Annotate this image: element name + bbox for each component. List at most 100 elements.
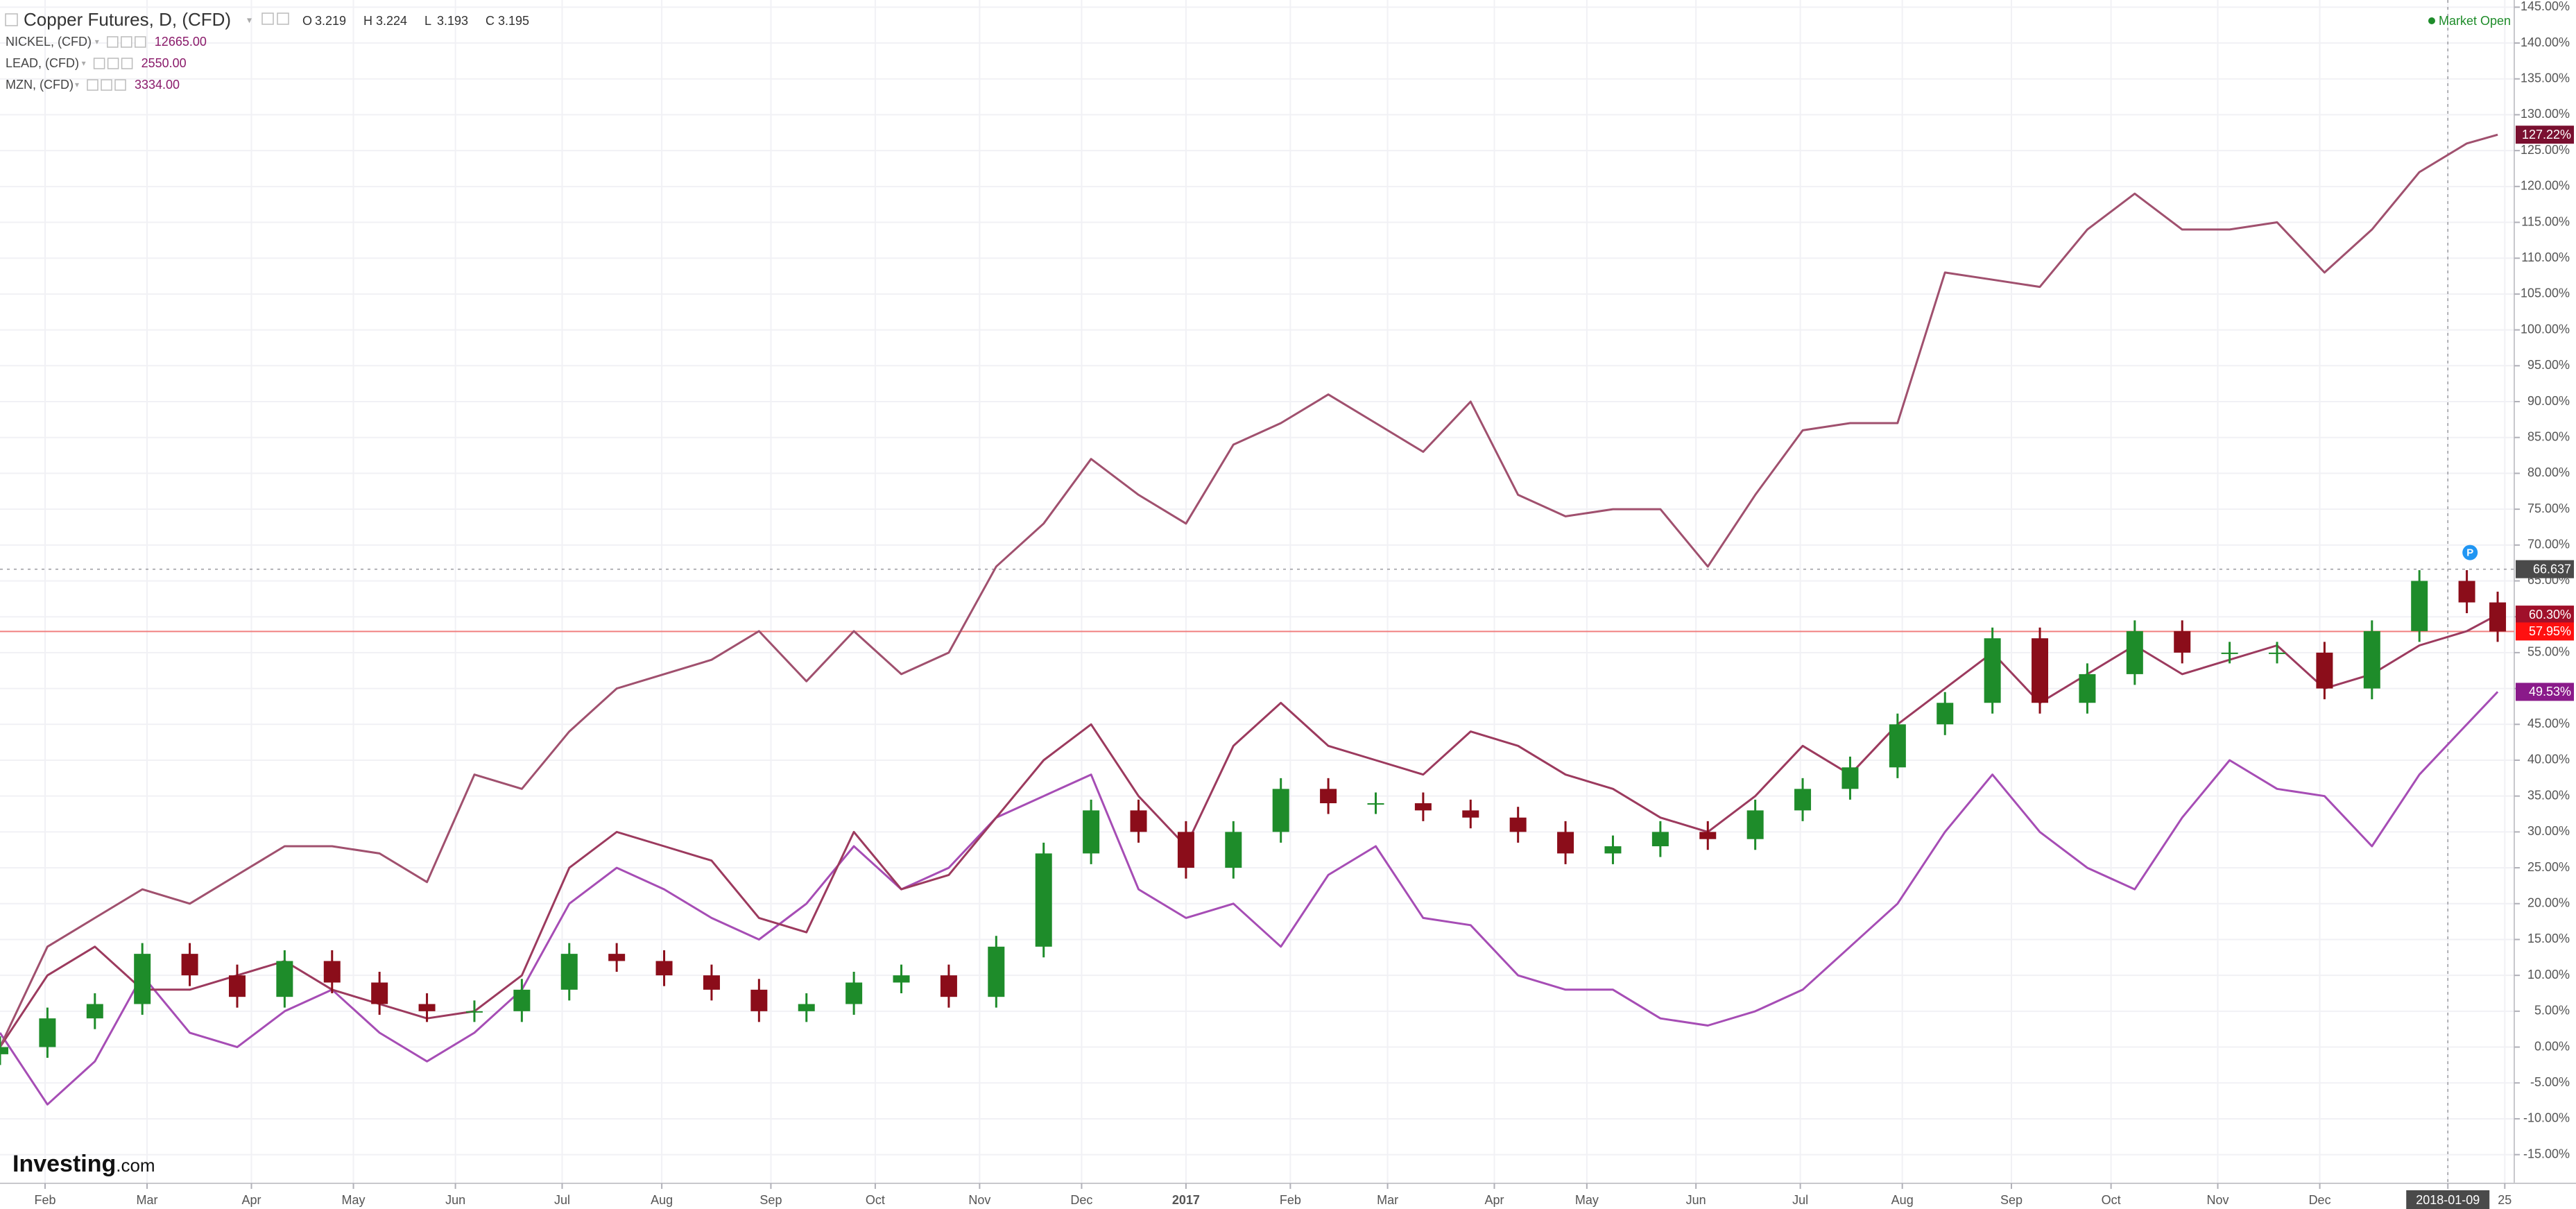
y-tick-label: 15.00% <box>2527 932 2570 945</box>
candle-body <box>1889 724 1906 768</box>
last-value-label: 127.22% <box>2522 128 2571 142</box>
legend-name: NICKEL, (CFD) <box>6 35 92 49</box>
candle-body <box>1367 803 1384 805</box>
y-tick-label: -5.00% <box>2530 1075 2570 1089</box>
header-icon <box>261 12 274 25</box>
y-tick-label: 120.00% <box>2521 179 2570 193</box>
candle-body <box>1414 803 1432 811</box>
series-line <box>0 133 2498 1048</box>
header-icon <box>101 79 112 91</box>
candle-body <box>845 982 863 1004</box>
brand-suffix: .com <box>116 1155 155 1176</box>
candle-body <box>2079 674 2096 703</box>
candle-body <box>2489 602 2507 632</box>
y-tick-label: 140.00% <box>2521 35 2570 49</box>
legend-caret: ▾ <box>82 58 86 68</box>
legend-name: LEAD, (CFD) <box>6 56 79 70</box>
candle-body <box>2269 652 2286 654</box>
x-tick-label: Nov <box>968 1193 990 1207</box>
header-icon <box>107 36 119 48</box>
x-tick-label: May <box>1575 1193 1599 1207</box>
y-tick-label: 5.00% <box>2534 1004 2570 1018</box>
candle-body <box>39 1018 56 1047</box>
x-tick-label: Mar <box>137 1193 158 1207</box>
ohlc-value: 3.193 <box>437 14 468 28</box>
candle-body <box>134 954 151 1004</box>
x-tick-label: Aug <box>651 1193 673 1207</box>
series-line <box>0 691 2499 1106</box>
legend-value: 3334.00 <box>135 78 180 92</box>
series-line <box>0 613 2498 1048</box>
y-tick-label: 30.00% <box>2527 824 2570 838</box>
candle-body <box>1699 832 1717 839</box>
y-tick-label: 90.00% <box>2527 394 2570 408</box>
x-tick-label: Dec <box>1070 1193 1092 1207</box>
candle-body <box>228 975 246 997</box>
y-tick-label: 0.00% <box>2534 1039 2570 1053</box>
last-value-label: 57.95% <box>2529 624 2571 638</box>
candle-body <box>1130 810 1147 832</box>
x-tick-label: Aug <box>1891 1193 1914 1207</box>
y-tick-label: 85.00% <box>2527 429 2570 443</box>
y-tick-label: 130.00% <box>2521 107 2570 121</box>
y-tick-label: -10.00% <box>2523 1111 2570 1125</box>
candle-body <box>418 1004 436 1011</box>
candle-body <box>2032 638 2049 703</box>
candle-body <box>0 1047 8 1054</box>
x-tick-label: 2018-01-09 <box>2416 1193 2480 1207</box>
candle-body <box>1557 832 1574 854</box>
x-tick-label: Oct <box>2102 1193 2121 1207</box>
y-tick-label: 110.00% <box>2521 250 2570 264</box>
header-icon <box>277 12 289 25</box>
status-dot <box>2428 17 2435 24</box>
candle-body <box>2126 631 2143 674</box>
candle-body <box>2316 652 2333 689</box>
candle-body <box>86 1004 103 1019</box>
y-tick-label: 80.00% <box>2527 465 2570 479</box>
candle-body <box>371 982 388 1004</box>
candle-body <box>1509 817 1527 832</box>
last-value-box <box>2516 683 2574 701</box>
candle-body <box>703 975 720 990</box>
candle-body <box>1746 810 1764 839</box>
y-tick-label: 145.00% <box>2521 0 2570 13</box>
candle-body <box>940 975 957 997</box>
y-tick-label: 125.00% <box>2521 143 2570 157</box>
y-tick-label: 70.00% <box>2527 538 2570 551</box>
ohlc-key: O <box>302 14 312 28</box>
header-icon <box>5 13 18 26</box>
y-tick-label: -15.00% <box>2523 1147 2570 1160</box>
candle-body <box>750 989 768 1011</box>
y-tick-label: 135.00% <box>2521 71 2570 85</box>
last-value-box <box>2516 126 2574 144</box>
candle-body <box>1272 789 1289 832</box>
x-tick-label: Jun <box>445 1193 465 1207</box>
x-tick-label: Jul <box>1792 1193 1808 1207</box>
candle-body <box>1225 832 1242 868</box>
candle-body <box>1462 810 1479 818</box>
last-value-label: 60.30% <box>2529 608 2571 621</box>
y-tick-label: 40.00% <box>2527 753 2570 766</box>
ohlc-key: C <box>486 14 495 28</box>
x-tick-label: Jun <box>1686 1193 1706 1207</box>
header-icon <box>121 36 132 48</box>
header-icon <box>114 79 126 91</box>
x-tick-label: 2017 <box>1172 1193 1200 1207</box>
y-tick-label: 35.00% <box>2527 788 2570 802</box>
candle-body <box>560 954 578 990</box>
x-tick-label: Feb <box>1280 1193 1301 1207</box>
candle-body <box>1794 789 1812 811</box>
y-tick-label: 95.00% <box>2527 358 2570 372</box>
x-tick-label: May <box>342 1193 366 1207</box>
candle-body <box>2174 631 2191 653</box>
header-icon <box>121 58 133 69</box>
brand: Investing <box>12 1151 116 1177</box>
y-tick-label: 115.00% <box>2521 214 2570 228</box>
x-tick-label: Sep <box>2000 1193 2023 1207</box>
candle-body <box>1984 638 2001 703</box>
x-tick-label: Jul <box>554 1193 570 1207</box>
event-marker <box>2462 545 2478 560</box>
candle-body <box>1320 789 1337 804</box>
